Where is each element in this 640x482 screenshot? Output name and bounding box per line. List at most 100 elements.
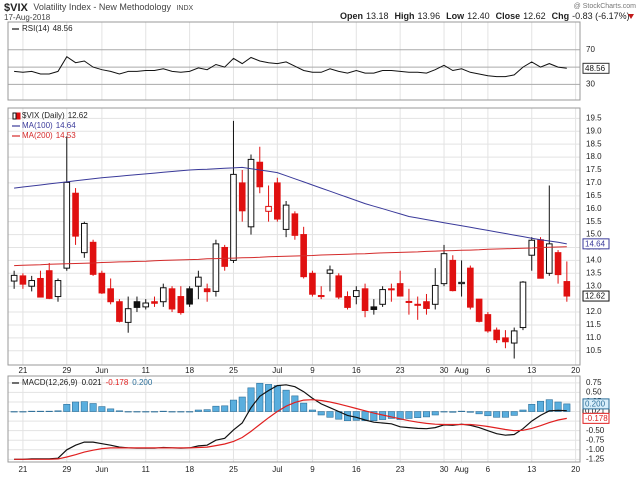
candle-body bbox=[203, 288, 211, 293]
histogram-bar bbox=[458, 410, 466, 412]
y-tick-label: 17.5 bbox=[586, 165, 602, 174]
candle-body bbox=[423, 301, 430, 309]
candle-body bbox=[28, 280, 35, 287]
quote-value: -0.83 (-6.17%) bbox=[572, 11, 630, 21]
histogram-bar bbox=[265, 384, 273, 412]
symbol-name: Volatility Index - New Methodology bbox=[33, 2, 171, 12]
x-tick-label: Jul bbox=[272, 366, 282, 375]
histogram-bar bbox=[203, 409, 211, 412]
legend-name: $VIX (Daily) bbox=[22, 111, 65, 120]
x-tick-label: 13 bbox=[527, 465, 536, 474]
candle-body bbox=[265, 205, 272, 212]
x-tick-label: 23 bbox=[396, 465, 405, 474]
candle-body bbox=[326, 269, 334, 274]
histogram-bar bbox=[545, 399, 553, 412]
symbol: $VIX bbox=[4, 2, 29, 14]
last-value-box bbox=[582, 412, 610, 424]
candle-body bbox=[256, 161, 264, 188]
candle-body bbox=[493, 329, 500, 341]
candle-body bbox=[54, 280, 62, 298]
candle-body bbox=[361, 288, 369, 312]
histogram-bar bbox=[238, 396, 246, 412]
histogram-bar bbox=[440, 411, 448, 413]
histogram-bar bbox=[273, 385, 281, 412]
histogram-bar bbox=[396, 411, 404, 420]
panel bbox=[8, 108, 580, 365]
candle-body bbox=[124, 308, 132, 323]
histogram-bar bbox=[308, 409, 316, 412]
candle-body bbox=[195, 276, 202, 287]
candle-body bbox=[151, 301, 158, 304]
histogram-bar bbox=[519, 409, 527, 412]
histogram-bar bbox=[168, 411, 176, 413]
candle-body bbox=[396, 283, 404, 297]
legend-value: 14.53 bbox=[56, 131, 77, 140]
candle-body bbox=[335, 275, 343, 298]
legend-entry: MA(200) 14.53 bbox=[22, 131, 76, 140]
histogram-bar bbox=[80, 401, 88, 412]
candle-body bbox=[484, 314, 492, 332]
histogram-bar bbox=[19, 411, 27, 413]
candle-body bbox=[116, 301, 123, 322]
histogram-bar bbox=[133, 411, 141, 413]
candle-body bbox=[379, 289, 386, 305]
quote-value: 13.18 bbox=[366, 11, 389, 21]
panel-frame bbox=[7, 21, 581, 101]
candle-body bbox=[519, 281, 527, 329]
x-tick-label: 11 bbox=[142, 366, 151, 375]
histogram-bar bbox=[54, 410, 62, 412]
y-tick-label: -1.25 bbox=[586, 454, 605, 463]
candle-body bbox=[98, 272, 106, 294]
candle-body bbox=[168, 288, 176, 310]
panel-frame bbox=[7, 375, 581, 463]
histogram-bar bbox=[405, 411, 413, 419]
x-tick-label: 9 bbox=[310, 366, 315, 375]
candle-body bbox=[221, 246, 229, 267]
x-tick-label: Aug bbox=[454, 366, 468, 375]
y-tick-label: 14.0 bbox=[586, 256, 602, 265]
candle-body bbox=[475, 298, 483, 322]
candle-body bbox=[317, 295, 325, 298]
histogram-bar bbox=[72, 401, 80, 412]
candle-body bbox=[449, 259, 457, 292]
histogram-bar bbox=[282, 389, 290, 412]
x-tick-label: 6 bbox=[486, 366, 491, 375]
legend-name: RSI(14) bbox=[22, 24, 50, 33]
histogram-bar bbox=[352, 411, 360, 421]
histogram-bar bbox=[45, 410, 53, 412]
candle-body bbox=[537, 239, 544, 279]
legend-name: MA(200) bbox=[22, 131, 53, 140]
y-tick-label: 10.5 bbox=[586, 346, 602, 355]
last-value-box bbox=[582, 290, 610, 302]
y-tick-label: 0.75 bbox=[586, 378, 602, 387]
histogram-bar bbox=[28, 410, 36, 412]
watermark: @ StockCharts.com bbox=[574, 3, 637, 10]
candle-body bbox=[545, 243, 553, 274]
histogram-bar bbox=[361, 411, 369, 422]
series-line bbox=[14, 246, 567, 267]
candle-body bbox=[45, 270, 53, 299]
histogram-bar bbox=[159, 410, 167, 412]
candle-body bbox=[159, 287, 167, 303]
y-tick-label: 17.0 bbox=[586, 178, 602, 187]
last-value-label: 12.62 bbox=[585, 292, 606, 301]
y-tick-label: 12.0 bbox=[586, 307, 602, 316]
quote-label: Chg bbox=[552, 11, 570, 21]
histogram-bar bbox=[229, 399, 237, 412]
series-line bbox=[14, 55, 567, 78]
histogram-bar bbox=[449, 411, 457, 413]
y-tick-label: 16.0 bbox=[586, 204, 602, 213]
candle-body bbox=[563, 281, 571, 297]
candle-body bbox=[72, 192, 79, 237]
histogram-bar bbox=[563, 403, 571, 412]
legend-icon bbox=[16, 112, 21, 120]
candle-body bbox=[212, 243, 220, 292]
exchange: INDX bbox=[176, 5, 193, 12]
y-tick-label: 16.5 bbox=[586, 191, 602, 200]
legend-value: 12.62 bbox=[68, 111, 89, 120]
y-tick-label: 15.0 bbox=[586, 230, 602, 239]
histogram-bar bbox=[212, 405, 220, 412]
last-value-label: 0.021 bbox=[585, 406, 606, 415]
